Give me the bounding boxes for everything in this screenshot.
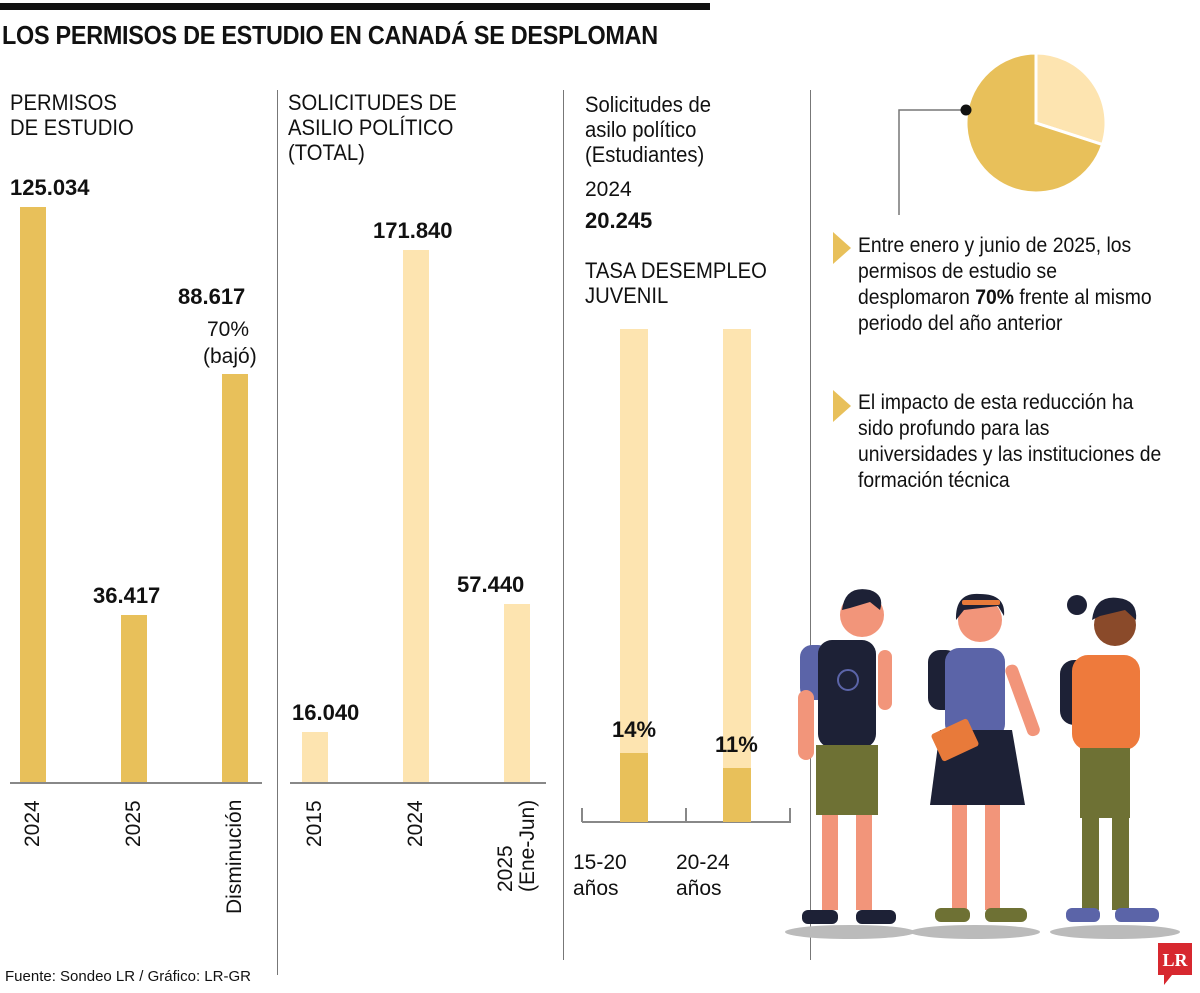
pie-chart [898,51,1108,215]
bullet-text-2: El impacto de esta reducción ha sido pro… [858,389,1169,493]
tick-line: 20-24 [676,851,730,874]
connector-line [898,109,966,215]
x-tick-label: 20-24 años [676,850,730,902]
bar [121,614,147,782]
bar [302,732,328,782]
bullet-triangle-icon [833,390,851,422]
axis-tick [789,808,791,822]
svg-text:LR: LR [1162,950,1188,970]
data-label: 36.417 [93,582,161,608]
pie-slice [964,51,1105,195]
title-line: PERMISOS [10,90,117,115]
label-line: (Estudiantes) [585,142,705,167]
title-line: TASA DESEMPLEO [585,258,767,283]
shadow [785,925,915,939]
data-label: 125.034 [10,175,90,200]
annotation-percent: 70% [207,318,250,341]
panel2-title: SOLICITUDES DE ASILIO POLÍTICO (TOTAL) [288,90,457,165]
tick-line: (Ene-Jun) [516,799,539,892]
bar [723,767,751,822]
x-axis [10,782,262,784]
x-tick-label: 2015 [303,800,326,847]
text: El impacto de esta reducción ha sido pro… [858,390,1162,492]
tick-line: 2025 [122,800,145,847]
asylum-students-label: Solicitudes de asilo político (Estudiant… [585,92,711,167]
data-label: 171.840 [373,218,453,243]
top-rule [0,3,710,10]
data-label: 57.440 [457,572,525,598]
title-line: SOLICITUDES DE [288,90,457,115]
bar-background [620,329,648,822]
x-tick-label: 2024 [404,800,427,847]
title-line: DE ESTUDIO [10,115,134,140]
bar [620,752,648,822]
divider [810,90,811,960]
shadow [910,925,1040,939]
bullet-triangle-icon [833,232,851,264]
data-label: 16.040 [292,700,360,726]
bar [403,250,429,782]
title-line: ASILIO POLÍTICO [288,115,454,140]
student-boy [798,589,896,924]
x-tick-label: 2025 (Ene-Jun) [494,799,539,892]
bar [504,604,530,782]
shadow [1050,925,1180,939]
bar-background [723,329,751,822]
divider [277,90,278,975]
x-tick-label: 15-20 años [573,850,627,902]
panel1-title: PERMISOS DE ESTUDIO [10,90,134,140]
page-title: LOS PERMISOS DE ESTUDIO EN CANADÁ SE DES… [2,20,658,50]
asylum-students-value: 20.245 [585,208,653,233]
tick-line: Disminución [223,799,246,914]
bullet-text-1: Entre enero y junio de 2025, los permiso… [858,232,1173,336]
text: frente al mismo periodo del año anterior [858,285,1152,335]
tick-line: 2025 [494,845,517,892]
axis-tick [581,808,583,822]
divider [563,90,564,960]
tick-line: 2024 [21,800,44,847]
text: Entre enero y junio de 2025, los permiso… [858,233,1132,309]
source-footer: Fuente: Sondeo LR / Gráfico: LR-GR [5,968,251,985]
student-girl [928,593,1040,922]
tick-line: años [573,877,619,900]
label-line: asilo político [585,117,697,142]
pie-slice [1034,51,1108,147]
tick-line: 2015 [303,800,326,847]
students-illustration [785,589,1180,939]
x-axis [582,821,791,823]
bar [20,207,46,782]
unemployment-title: TASA DESEMPLEO JUVENIL [585,258,767,308]
highlight: 70% [975,285,1014,309]
x-tick-label: Disminución [223,799,246,914]
data-label: 11% [715,731,758,757]
data-label: 88.617 [178,284,246,310]
asylum-students-year: 2024 [585,178,632,201]
annotation-dropped: (bajó) [203,345,257,368]
connector-dot [960,104,972,116]
title-line: (TOTAL) [288,140,365,165]
student-girl-2 [1060,595,1159,922]
tick-line: 2024 [404,800,427,847]
data-label: 14% [612,716,657,742]
axis-tick [685,808,687,822]
tick-line: años [676,877,722,900]
label-line: Solicitudes de [585,92,712,117]
tick-line: 15-20 [573,851,627,874]
x-tick-label: 2025 [122,800,145,847]
title-line: JUVENIL [585,283,669,308]
x-axis [290,782,546,784]
bar [222,374,248,782]
lr-logo: LR [1158,943,1192,985]
x-tick-label: 2024 [21,800,44,847]
